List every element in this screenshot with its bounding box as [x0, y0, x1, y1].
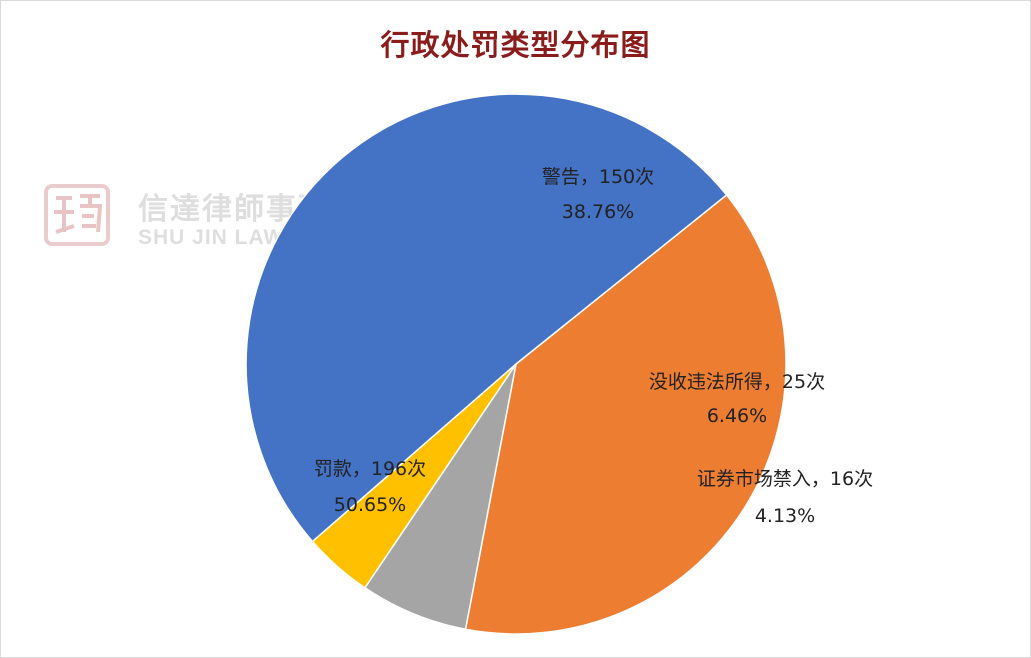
slice-label: 警告，150次	[542, 166, 654, 188]
slice-label: 证券市场禁入，16次	[697, 468, 873, 490]
pie-slice-confiscation	[363, 363, 517, 631]
slice-percent-label: 6.46%	[707, 405, 767, 427]
chart-title: 行政处罚类型分布图	[380, 28, 651, 62]
firm-seal-logo	[44, 184, 110, 246]
slice-label: 罚款，196次	[314, 458, 426, 480]
pie-slice-warning	[464, 193, 787, 635]
slice-percent-label: 50.65%	[334, 494, 406, 516]
slice-label: 没收违法所得，25次	[649, 371, 825, 393]
slice-percent-label: 38.76%	[562, 201, 634, 223]
slice-percent-label: 4.13%	[755, 505, 815, 527]
pie-slice-fine	[245, 93, 728, 543]
